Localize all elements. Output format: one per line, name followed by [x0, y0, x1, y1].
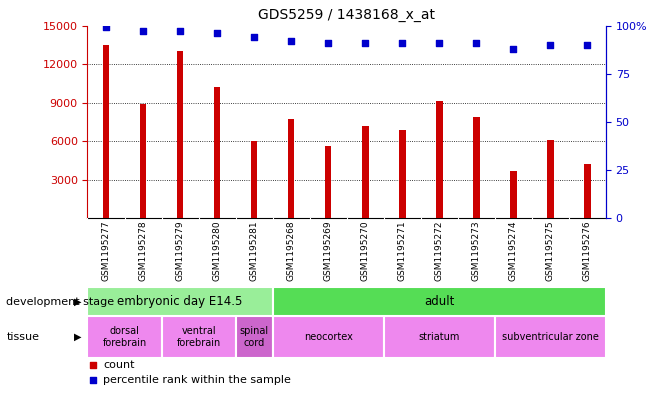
Bar: [399, 130, 406, 218]
Text: GSM1195278: GSM1195278: [139, 220, 148, 281]
Bar: [288, 119, 294, 218]
Bar: [547, 140, 553, 218]
Text: GSM1195281: GSM1195281: [249, 220, 259, 281]
Text: count: count: [103, 360, 135, 369]
Text: percentile rank within the sample: percentile rank within the sample: [103, 375, 291, 385]
Text: development stage: development stage: [6, 297, 115, 307]
Text: striatum: striatum: [419, 332, 460, 342]
Bar: [251, 141, 257, 218]
Point: [101, 24, 111, 31]
Text: ▶: ▶: [74, 297, 82, 307]
Text: GSM1195268: GSM1195268: [286, 220, 295, 281]
Bar: [87, 316, 161, 358]
Bar: [102, 45, 110, 218]
Point: [87, 376, 98, 383]
Bar: [362, 126, 369, 218]
Text: ventral
forebrain: ventral forebrain: [176, 326, 221, 348]
Point: [286, 38, 296, 44]
Bar: [87, 287, 273, 316]
Point: [434, 40, 445, 46]
Text: GSM1195277: GSM1195277: [102, 220, 111, 281]
Text: GSM1195274: GSM1195274: [509, 220, 518, 281]
Text: GSM1195270: GSM1195270: [361, 220, 370, 281]
Text: GSM1195275: GSM1195275: [546, 220, 555, 281]
Point: [471, 40, 481, 46]
Title: GDS5259 / 1438168_x_at: GDS5259 / 1438168_x_at: [258, 8, 435, 22]
Point: [212, 30, 222, 37]
Text: GSM1195273: GSM1195273: [472, 220, 481, 281]
Point: [545, 42, 555, 48]
Bar: [177, 51, 183, 218]
Point: [360, 40, 371, 46]
Bar: [236, 316, 273, 358]
Text: dorsal
forebrain: dorsal forebrain: [102, 326, 146, 348]
Text: GSM1195279: GSM1195279: [176, 220, 185, 281]
Bar: [495, 316, 606, 358]
Point: [249, 34, 259, 40]
Point: [508, 46, 518, 52]
Text: GSM1195272: GSM1195272: [435, 220, 444, 281]
Bar: [473, 117, 480, 218]
Point: [582, 42, 592, 48]
Text: neocortex: neocortex: [304, 332, 353, 342]
Bar: [161, 316, 236, 358]
Text: ▶: ▶: [74, 332, 82, 342]
Bar: [384, 316, 495, 358]
Point: [138, 28, 148, 35]
Bar: [436, 101, 443, 218]
Point: [87, 362, 98, 368]
Bar: [140, 104, 146, 218]
Bar: [273, 316, 384, 358]
Text: embryonic day E14.5: embryonic day E14.5: [117, 295, 243, 308]
Bar: [325, 146, 332, 218]
Text: GSM1195280: GSM1195280: [213, 220, 222, 281]
Bar: [214, 87, 220, 218]
Point: [323, 40, 333, 46]
Text: GSM1195269: GSM1195269: [323, 220, 332, 281]
Point: [397, 40, 408, 46]
Bar: [273, 287, 606, 316]
Bar: [584, 164, 591, 218]
Text: spinal
cord: spinal cord: [240, 326, 269, 348]
Text: tissue: tissue: [6, 332, 40, 342]
Text: subventricular zone: subventricular zone: [502, 332, 599, 342]
Text: GSM1195271: GSM1195271: [398, 220, 407, 281]
Text: GSM1195276: GSM1195276: [583, 220, 592, 281]
Text: adult: adult: [424, 295, 454, 308]
Bar: [510, 171, 516, 218]
Point: [175, 28, 185, 35]
